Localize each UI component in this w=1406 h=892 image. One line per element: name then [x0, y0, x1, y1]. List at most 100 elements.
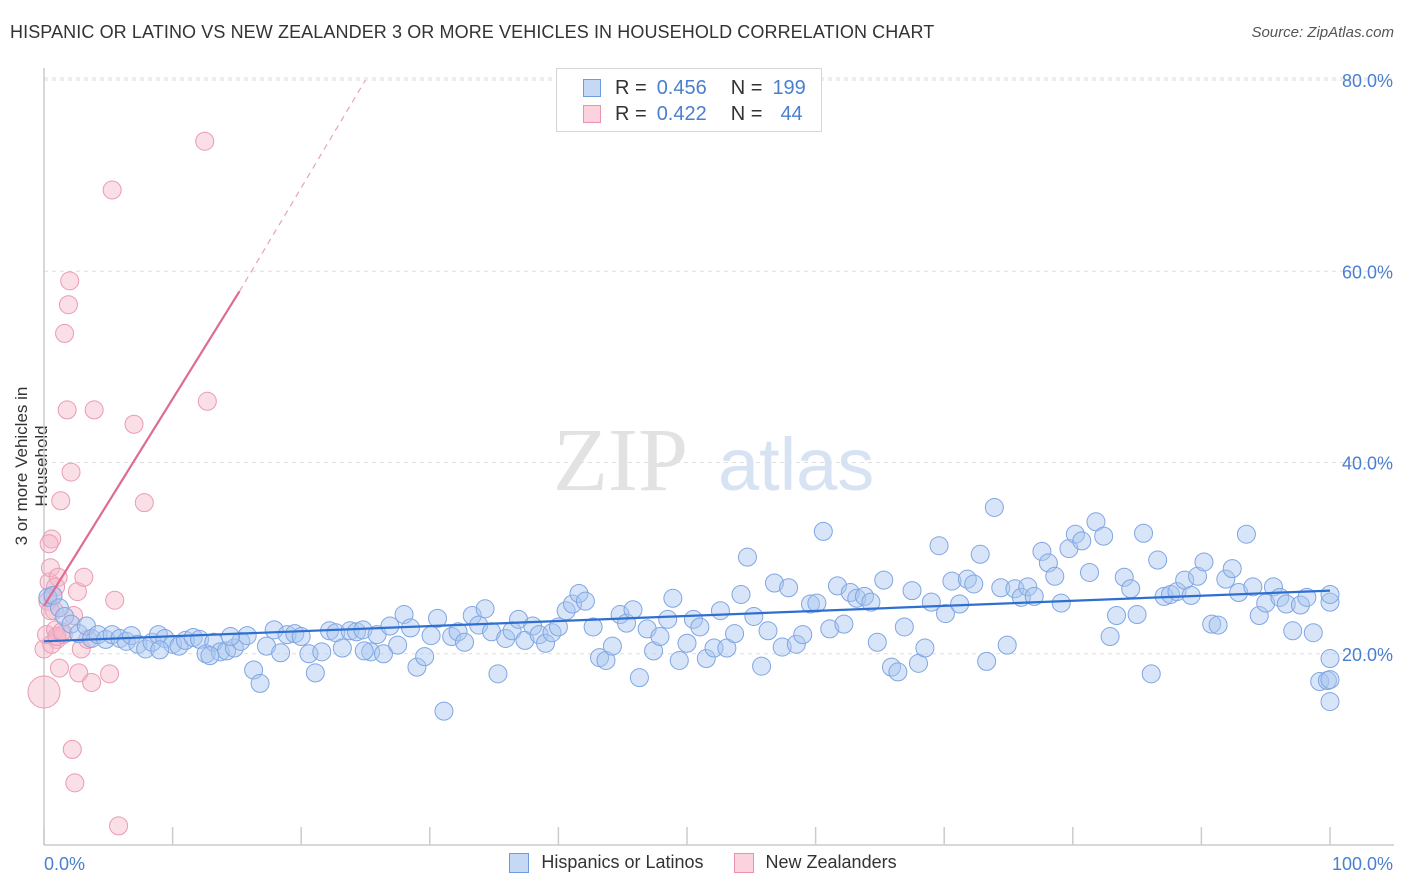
hispanic-point: [1229, 583, 1249, 603]
hispanic-point: [1236, 524, 1256, 544]
hispanic-point: [867, 632, 887, 652]
hispanic-point: [61, 614, 81, 634]
hispanic-point: [271, 643, 291, 663]
hispanic-point: [1051, 593, 1071, 613]
hispanic-point: [977, 651, 997, 671]
new-zealander-point: [84, 400, 104, 420]
legend-n-value: 199: [772, 76, 806, 99]
legend-r-label: R =: [615, 102, 647, 125]
hispanic-point: [1297, 587, 1317, 607]
hispanic-point: [861, 592, 881, 612]
legend-r-value: 0.456: [656, 76, 707, 99]
x-tick-label: 100.0%: [1332, 854, 1393, 874]
hispanic-point: [1188, 566, 1208, 586]
hispanic-point: [354, 641, 374, 661]
tick-labels: 20.0% 40.0% 60.0% 80.0% 0.0% 100.0%: [44, 71, 1393, 874]
new-zealander-point: [27, 675, 61, 709]
watermark-zip: ZIP: [553, 411, 688, 510]
new-zealander-point: [60, 271, 80, 291]
hispanic-point: [629, 668, 649, 688]
legend-item-new-zealanders[interactable]: New Zealanders: [733, 852, 897, 873]
hispanic-point: [1263, 577, 1283, 597]
hispanic-point: [407, 657, 427, 677]
hispanic-point: [1080, 562, 1100, 582]
legend-label-new-zealanders: New Zealanders: [765, 852, 897, 872]
chart-title: HISPANIC OR LATINO VS NEW ZEALANDER 3 OR…: [10, 22, 935, 42]
hispanic-point: [1024, 586, 1044, 606]
series-legend: Hispanics or Latinos New Zealanders: [0, 852, 1406, 873]
hispanic-point: [737, 547, 757, 567]
y-tick-label: 80.0%: [1342, 71, 1393, 91]
hispanic-point: [623, 600, 643, 620]
hispanic-point: [1072, 531, 1092, 551]
hispanic-point: [1320, 692, 1340, 712]
series-new-zealanders: [27, 131, 217, 836]
hispanic-point: [650, 627, 670, 647]
source-label: Source: ZipAtlas.com: [1251, 24, 1394, 41]
legend-row-hispanics: R = 0.456 N = 199: [583, 75, 806, 101]
new-zealander-point: [74, 567, 94, 587]
hispanic-point: [658, 609, 678, 629]
hispanic-point: [1290, 595, 1310, 615]
hispanic-point: [813, 521, 833, 541]
hispanic-point: [575, 591, 595, 611]
hispanic-point: [1320, 584, 1340, 604]
new-zealanders-trend-extension: [238, 79, 367, 292]
hispanic-point: [237, 626, 257, 646]
legend-label-hispanics: Hispanics or Latinos: [541, 852, 704, 872]
hispanic-point: [1202, 614, 1222, 634]
hispanic-point: [264, 620, 284, 640]
legend-item-hispanics[interactable]: Hispanics or Latinos: [509, 852, 704, 873]
hispanic-point: [1303, 623, 1323, 643]
hispanics-trend-line: [43, 589, 1331, 643]
new-zealander-point: [100, 664, 120, 684]
hispanic-point: [1100, 627, 1120, 647]
hispanic-point: [744, 606, 764, 626]
new-zealander-point: [102, 180, 122, 200]
hispanic-point: [800, 594, 820, 614]
hispanic-point: [1194, 552, 1214, 572]
hispanic-point: [448, 622, 468, 642]
hispanic-point: [793, 625, 813, 645]
hispanic-point: [415, 647, 435, 667]
hispanic-point: [200, 646, 220, 666]
hispanic-point: [1249, 606, 1269, 625]
new-zealander-point: [58, 295, 78, 315]
legend-r-value: 0.422: [656, 102, 707, 125]
series-hispanics-or-latinos: [38, 497, 1340, 721]
hispanic-point: [847, 588, 867, 608]
new-zealander-point: [195, 131, 215, 151]
hispanic-point: [488, 664, 508, 684]
legend-swatch-pink: [583, 105, 601, 123]
hispanic-point: [475, 599, 495, 619]
x-tick-label: 0.0%: [44, 854, 85, 874]
y-tick-label: 20.0%: [1342, 645, 1393, 665]
hispanic-point: [210, 642, 230, 662]
hispanic-point: [731, 584, 751, 604]
new-zealander-point: [51, 491, 71, 511]
grid-lines: [44, 77, 1394, 655]
hispanic-point: [1107, 606, 1127, 625]
hispanic-point: [183, 627, 203, 647]
hispanic-point: [984, 497, 1004, 517]
hispanic-point: [421, 626, 441, 646]
hispanic-point: [663, 588, 683, 608]
hispanic-point: [807, 593, 827, 613]
hispanic-point: [1127, 605, 1147, 625]
hispanic-point: [332, 638, 352, 658]
hispanic-point: [752, 656, 772, 676]
new-zealander-point: [82, 672, 102, 692]
hispanic-point: [277, 625, 297, 645]
new-zealander-point: [49, 658, 69, 678]
hispanic-point: [1148, 550, 1168, 570]
legend-r-label: R =: [615, 76, 647, 99]
hispanic-point: [428, 608, 448, 628]
hispanic-point: [1283, 621, 1303, 641]
hispanic-point: [496, 628, 516, 648]
hispanic-point: [583, 617, 603, 637]
legend-n-value: 44: [780, 102, 803, 125]
hispanic-point: [1121, 579, 1141, 599]
hispanic-point: [644, 641, 664, 661]
watermark-atlas: atlas: [718, 423, 874, 506]
